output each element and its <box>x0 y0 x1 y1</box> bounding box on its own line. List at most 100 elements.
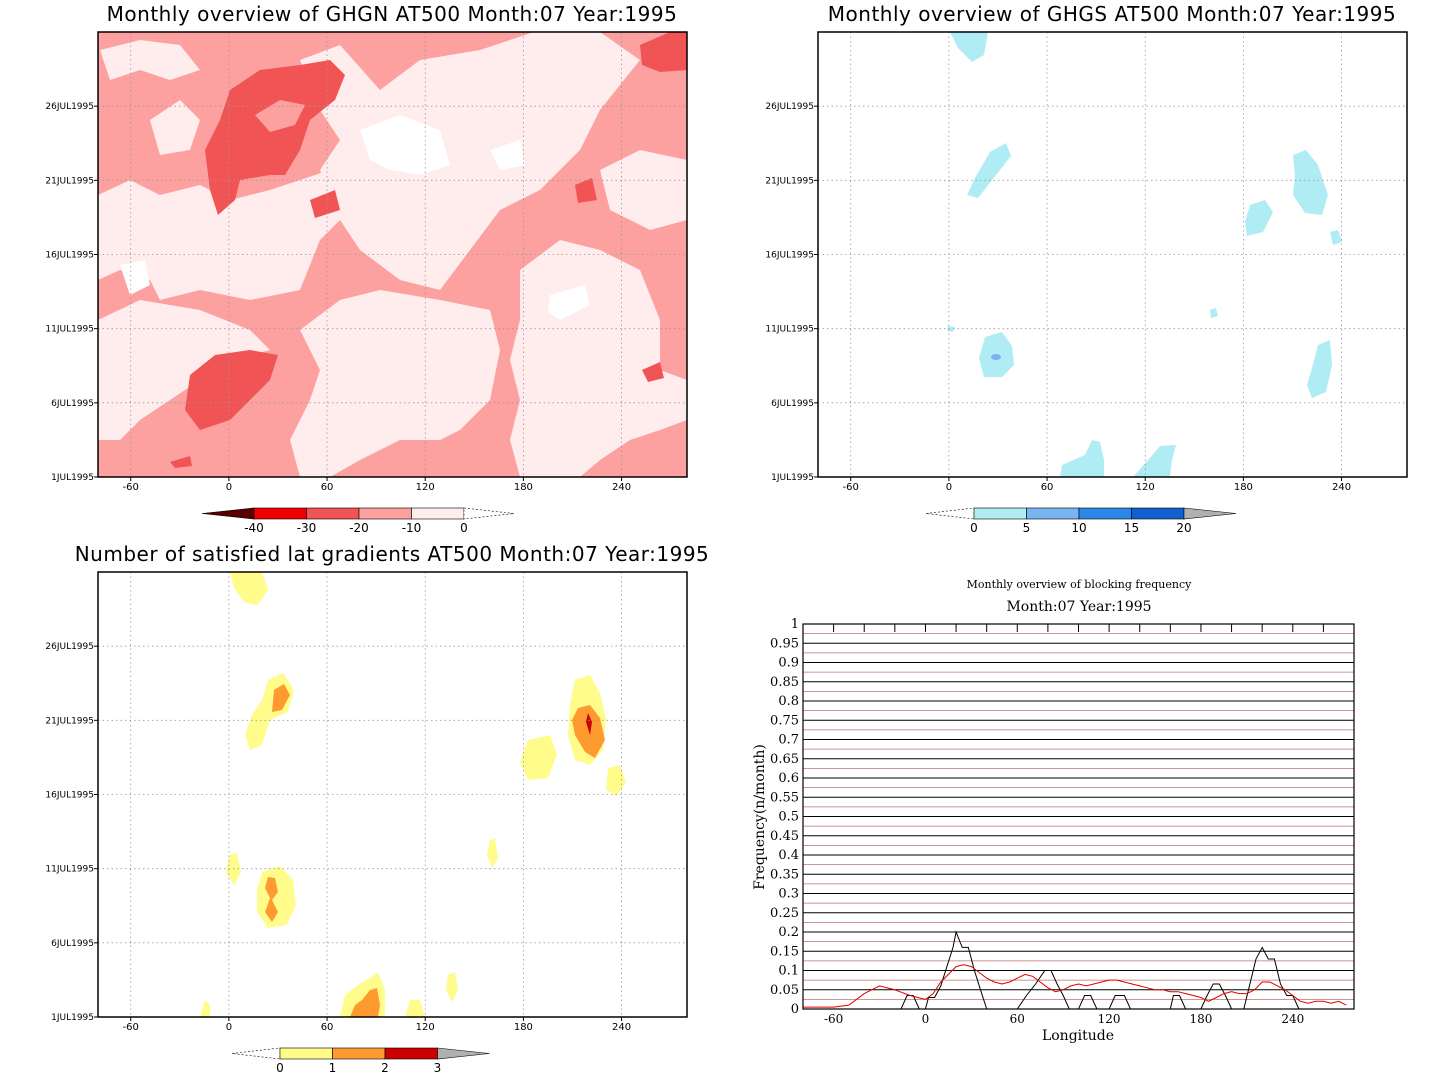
latgrad-cb-label: 3 <box>434 1061 442 1075</box>
latgrad-ytick-label: 6JUL1995 <box>51 939 94 949</box>
latgrad-red-patch <box>586 713 592 735</box>
blocking-ytick-label: 0.35 <box>770 867 799 882</box>
ghgn-ytick-label: 16JUL1995 <box>45 251 94 261</box>
blocking-ytick-label: 0.8 <box>778 694 799 709</box>
latgrad-title: Number of satisfied lat gradients AT500 … <box>75 542 710 566</box>
blocking-xtick-label: -60 <box>824 1012 843 1026</box>
ghgn-cb-label: -40 <box>244 521 264 535</box>
ghgn-mid-area <box>170 456 192 468</box>
ghgn-field <box>98 32 687 477</box>
ghgn-xtick-label: 60 <box>321 482 334 493</box>
ghgn-light-area <box>98 300 270 440</box>
ghgn-cb-box <box>306 507 360 520</box>
ghgs-xtick-label: 180 <box>1234 482 1253 493</box>
blocking-xtick-label: 60 <box>1010 1012 1025 1026</box>
ghgn-mid-area <box>575 178 597 203</box>
blocking-ytick-label: 0.75 <box>770 713 799 728</box>
ghgn-white-patch <box>548 285 590 320</box>
latgrad-cb-label: 2 <box>381 1061 389 1075</box>
ghgn-cb-tri-low <box>201 507 255 520</box>
ghgs-cyan-patch <box>1307 340 1332 398</box>
latgrad-cb-tri-high <box>437 1047 490 1060</box>
ghgs-cyan-patch <box>1060 440 1104 477</box>
ghgn-light-area <box>290 290 500 477</box>
ghgn-mid-area <box>642 362 664 382</box>
latgrad-orange-patch <box>350 988 380 1017</box>
ghgs-ytick-label: 21JUL1995 <box>765 176 814 186</box>
blocking-ytick-label: 0.4 <box>778 848 799 863</box>
blocking-ytick-label: 1 <box>791 617 799 632</box>
ghgs-cb-label: 15 <box>1124 521 1139 535</box>
latgrad-xtick-label: 0 <box>226 1022 232 1033</box>
latgrad-xtick-label: 60 <box>321 1022 334 1033</box>
ghgs-xtick-label: 60 <box>1041 482 1054 493</box>
ghgn-white-patch <box>360 115 450 175</box>
ghgn-cb-box <box>253 507 307 520</box>
blocking-ytick-label: 0.45 <box>770 829 799 844</box>
ghgs-xtick-label: 240 <box>1332 482 1351 493</box>
ghgn-mid-area <box>185 350 278 430</box>
ghgn-cb-box <box>358 507 412 520</box>
blocking-ylabel: Frequency(n/month) <box>752 744 768 890</box>
ghgn-mid-area <box>640 32 687 72</box>
ghgs-cb-box <box>1026 507 1080 520</box>
ghgs-ytick-label: 16JUL1995 <box>765 251 814 261</box>
ghgn-white-patch <box>490 140 525 170</box>
ghgn-ytick-label: 1JUL1995 <box>51 473 94 483</box>
blocking-subtitle: Month:07 Year:1995 <box>1006 599 1151 615</box>
latgrad-yellow-patch <box>446 972 458 1002</box>
latgrad-yellow-patch <box>520 735 557 780</box>
ghgs-cb-box <box>1131 507 1185 520</box>
latgrad-ytick-label: 11JUL1995 <box>45 865 94 875</box>
blocking-series-red-line <box>803 964 1347 1008</box>
blocking-ytick-label: 0.25 <box>770 906 799 921</box>
ghgn-ytick-label: 6JUL1995 <box>51 399 94 409</box>
blocking-ytick-label: 0.5 <box>778 810 799 825</box>
blocking-ytick-label: 0.2 <box>778 925 799 940</box>
latgrad-xtick-label: 180 <box>514 1022 533 1033</box>
blocking-ytick-label: 0.05 <box>770 983 799 998</box>
latgrad-ytick-label: 1JUL1995 <box>51 1013 94 1023</box>
ghgn-mid-area <box>310 190 340 218</box>
ghgs-title: Monthly overview of GHGS AT500 Month:07 … <box>828 2 1396 26</box>
latgrad-yellow-patch <box>200 1000 210 1017</box>
panel-ghgs: Monthly overview of GHGS AT500 Month:07 … <box>765 2 1408 535</box>
blocking-xlabel: Longitude <box>1042 1028 1114 1044</box>
ghgn-xtick-label: 180 <box>514 482 533 493</box>
latgrad-xtick-label: -60 <box>123 1022 139 1033</box>
blocking-ytick-label: 0.95 <box>770 636 799 651</box>
ghgn-title: Monthly overview of GHGN AT500 Month:07 … <box>107 2 678 26</box>
ghgs-cb-box <box>1078 507 1132 520</box>
ghgn-white-patch <box>120 260 150 295</box>
blocking-ytick-label: 0.3 <box>778 887 799 902</box>
ghgn-xtick-label: 120 <box>416 482 435 493</box>
ghgs-cb-tri-low <box>925 507 975 520</box>
ghgs-cyan-patch <box>1245 200 1273 236</box>
ghgs-xtick-label: 0 <box>946 482 952 493</box>
ghgs-blue-dot <box>991 354 1001 360</box>
ghgs-grid <box>818 32 1407 477</box>
latgrad-orange-patch <box>272 684 290 712</box>
ghgn-cb-tri-high <box>463 507 515 520</box>
blocking-title: Monthly overview of blocking frequency <box>967 578 1193 591</box>
blocking-ytick-label: 0.65 <box>770 752 799 767</box>
ghgn-cb-label: -20 <box>349 521 369 535</box>
ghgs-xtick-label: -60 <box>843 482 859 493</box>
ghgn-cb-label: 0 <box>460 521 468 535</box>
ghgn-cb-box <box>411 507 465 520</box>
blocking-ytick-label: 0.6 <box>778 771 799 786</box>
latgrad-colorbar: 0 1 2 3 <box>231 1047 490 1075</box>
latgrad-ytick-label: 16JUL1995 <box>45 791 94 801</box>
panel-ghgn: Monthly overview of GHGN AT500 Month:07 … <box>45 2 688 535</box>
blocking-ytick-label: 0.55 <box>770 790 799 805</box>
blocking-xtick-label: 120 <box>1098 1012 1121 1026</box>
ghgs-cb-tri-high <box>1183 507 1237 520</box>
ghgn-xtick-label: 240 <box>612 482 631 493</box>
ghgn-pink-hole <box>255 100 305 132</box>
blocking-ytick-label: 0.15 <box>770 944 799 959</box>
latgrad-xtick-label: 120 <box>416 1022 435 1033</box>
ghgn-xtick-label: -60 <box>123 482 139 493</box>
latgrad-cb-tri-low <box>231 1047 281 1060</box>
panel-latgrad: Number of satisfied lat gradients AT500 … <box>45 542 710 1075</box>
